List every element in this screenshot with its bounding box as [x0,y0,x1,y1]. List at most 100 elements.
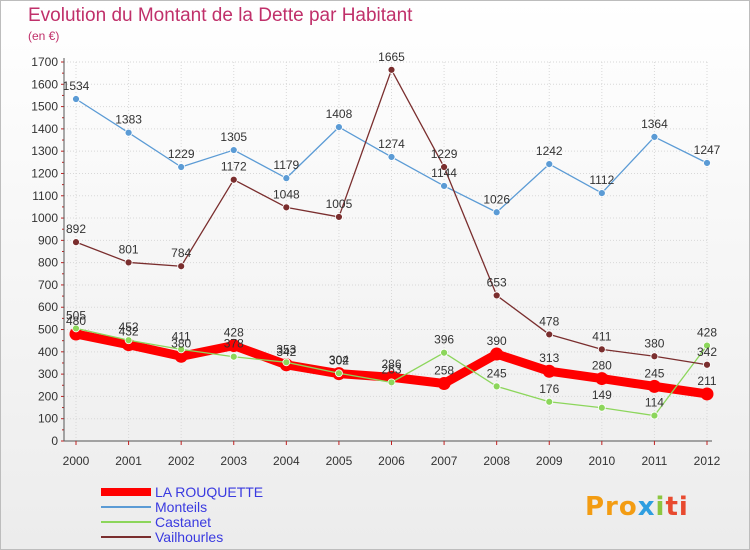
data-point-vailhourles [597,345,606,354]
data-point-vailhourles [387,65,396,74]
y-tick-label: 100 [38,412,58,426]
x-tick-label: 2007 [431,454,458,468]
data-label-castanet: 263 [381,362,401,376]
data-label-vailhourles: 342 [697,345,717,359]
x-tick-label: 2004 [273,454,300,468]
data-point-vailhourles [72,238,80,247]
data-point-monteils [650,133,659,141]
data-label-monteils: 1144 [431,166,457,180]
x-tick-label: 2009 [536,454,563,468]
data-point-castanet [440,348,448,357]
legend-label: Castanet [155,514,212,530]
data-point-la-rouquette [174,349,188,363]
data-label-castanet: 452 [119,320,139,334]
y-tick-label: 1500 [31,100,58,114]
data-label-la-rouquette: 428 [224,326,244,340]
data-point-la-rouquette [647,379,661,393]
x-tick-label: 2003 [220,454,247,468]
data-label-vailhourles: 801 [119,242,139,256]
data-point-monteils [703,159,711,167]
data-label-monteils: 1026 [483,192,510,206]
data-label-castanet: 396 [434,333,454,347]
data-label-la-rouquette: 302 [329,354,349,368]
y-tick-label: 500 [38,323,58,337]
data-label-la-rouquette: 342 [276,345,296,359]
data-label-monteils: 1247 [694,143,721,157]
data-label-castanet: 114 [645,396,664,410]
legend-swatch [101,506,151,508]
data-point-la-rouquette [437,376,451,390]
y-tick-label: 1000 [31,211,58,225]
data-point-monteils [72,95,80,103]
data-label-la-rouquette: 390 [487,334,507,348]
data-point-castanet [282,358,291,367]
data-label-castanet: 378 [224,337,244,351]
chart-title: Evolution du Montant de la Dette par Hab… [28,5,413,26]
legend-label: Monteils [155,499,208,515]
data-label-vailhourles: 1665 [378,50,405,64]
data-label-vailhourles: 1048 [273,187,300,201]
data-point-castanet [387,378,396,387]
legend-swatch [101,488,151,496]
data-point-monteils [492,208,501,217]
x-tick-label: 2012 [694,454,721,468]
data-label-la-rouquette: 313 [539,351,559,365]
x-tick-label: 2008 [483,454,510,468]
data-point-monteils [282,174,291,183]
data-label-monteils: 1242 [536,144,563,158]
data-label-la-rouquette: 211 [697,374,716,388]
y-tick-label: 300 [38,367,58,381]
data-label-vailhourles: 784 [171,246,191,260]
x-tick-label: 2002 [168,454,195,468]
y-tick-label: 1100 [32,189,58,203]
data-label-monteils: 1179 [273,158,299,172]
data-point-vailhourles [177,262,186,271]
y-tick-label: 1400 [31,122,58,136]
y-tick-label: 900 [38,233,58,247]
data-label-vailhourles: 892 [66,222,86,236]
data-label-monteils: 1408 [326,107,353,121]
data-label-monteils: 1112 [589,173,614,187]
data-label-monteils: 1534 [63,79,90,93]
data-point-monteils [177,163,186,171]
data-label-castanet: 411 [172,329,191,343]
data-point-la-rouquette [542,364,556,378]
data-label-vailhourles: 478 [539,314,559,328]
data-label-vailhourles: 380 [644,336,664,350]
data-point-monteils [124,128,133,137]
x-tick-label: 2006 [378,454,405,468]
data-label-la-rouquette: 286 [381,357,401,371]
data-point-castanet [492,382,501,391]
data-label-la-rouquette: 480 [66,314,86,328]
data-label-la-rouquette: 280 [592,359,612,373]
legend-label: LA ROUQUETTE [155,484,264,500]
data-point-la-rouquette [490,347,504,361]
data-label-vailhourles: 1172 [221,160,247,174]
y-tick-label: 200 [38,389,58,403]
legend-swatch [101,521,151,523]
data-point-castanet [229,352,238,361]
data-point-vailhourles [335,213,343,221]
data-point-vailhourles [492,291,501,300]
x-tick-label: 2011 [642,454,668,468]
y-tick-label: 1200 [31,166,58,180]
data-label-monteils: 1383 [115,113,142,127]
legend-swatch [101,536,151,538]
x-tick-label: 2010 [588,454,615,468]
data-label-la-rouquette: 245 [644,366,664,380]
y-tick-label: 1600 [31,77,58,91]
x-tick-label: 2000 [63,454,90,468]
data-label-castanet: 176 [539,382,559,396]
data-label-castanet: 304 [329,353,349,367]
data-point-vailhourles [440,163,448,171]
data-label-la-rouquette: 380 [171,336,191,350]
data-point-la-rouquette [595,372,609,386]
data-label-monteils: 1364 [641,117,668,131]
data-point-castanet [177,345,186,354]
x-tick-label: 2005 [326,454,353,468]
data-label-castanet: 353 [276,342,296,356]
data-point-monteils [545,160,554,169]
x-tick-label: 2001 [115,454,142,468]
